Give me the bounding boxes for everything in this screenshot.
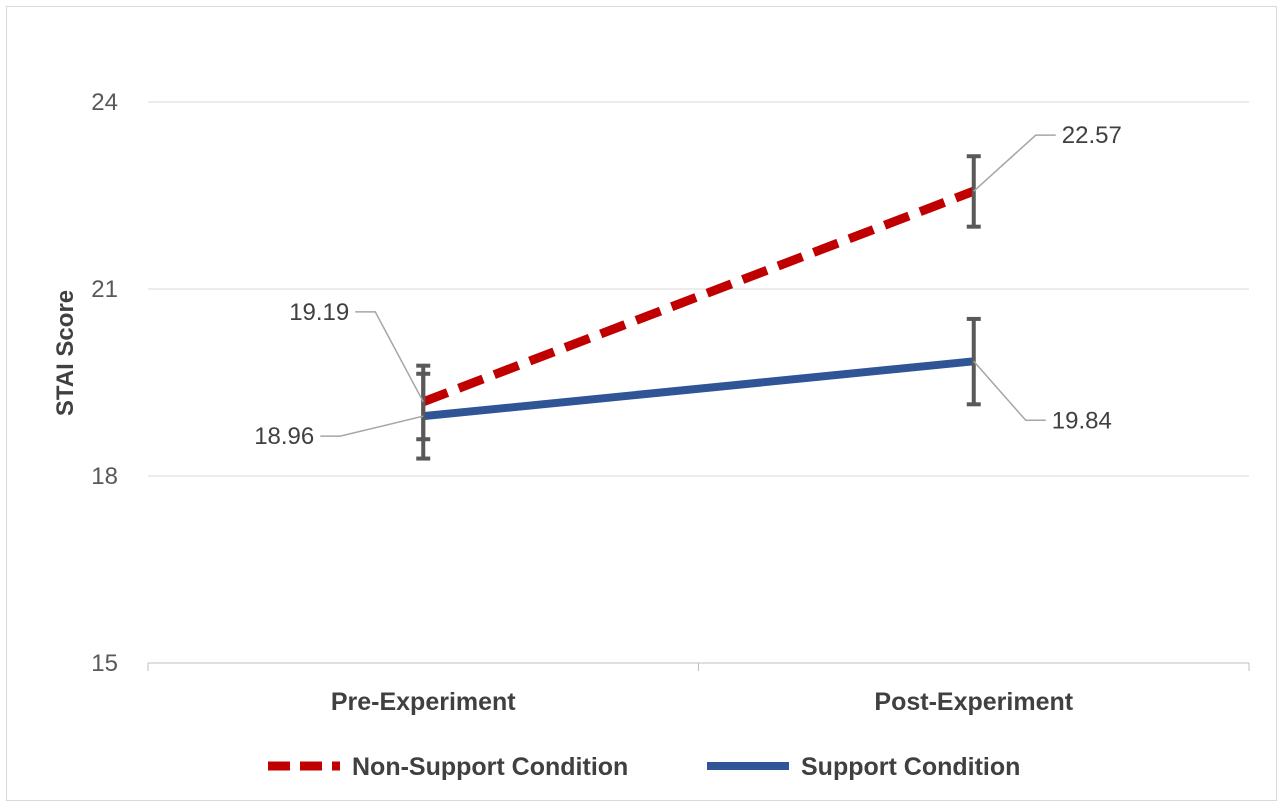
y-axis-label: STAI Score — [52, 290, 79, 416]
y-tick-labels: 15 18 21 24 — [91, 89, 118, 677]
y-tick-label: 24 — [91, 89, 118, 116]
y-tick-label: 21 — [91, 276, 118, 303]
data-label-leader — [320, 415, 424, 437]
series-line — [422, 357, 975, 421]
gridlines — [148, 101, 1249, 664]
data-label-leader — [355, 311, 424, 403]
data-labels: 19.19 22.57 18.96 19.84 — [254, 122, 1122, 450]
y-tick-label: 18 — [91, 463, 118, 490]
x-category-label: Post-Experiment — [874, 688, 1073, 716]
y-tick-label: 15 — [91, 650, 118, 677]
legend-label: Non-Support Condition — [352, 753, 628, 781]
series-line — [421, 186, 976, 407]
legend-label: Support Condition — [801, 753, 1020, 781]
data-label: 22.57 — [1062, 122, 1122, 149]
data-label: 18.96 — [254, 423, 314, 450]
data-label-leader — [973, 134, 1056, 192]
legend: Non-Support Condition Support Condition — [268, 753, 1020, 781]
error-bars — [416, 154, 981, 461]
x-axis: Pre-Experiment Post-Experiment — [147, 663, 1250, 716]
x-category-label: Pre-Experiment — [331, 688, 516, 716]
chart-frame — [6, 6, 1277, 801]
data-label: 19.19 — [289, 299, 349, 326]
series-lines — [421, 186, 976, 421]
data-label-leader — [973, 360, 1046, 422]
data-label: 19.84 — [1052, 407, 1112, 434]
